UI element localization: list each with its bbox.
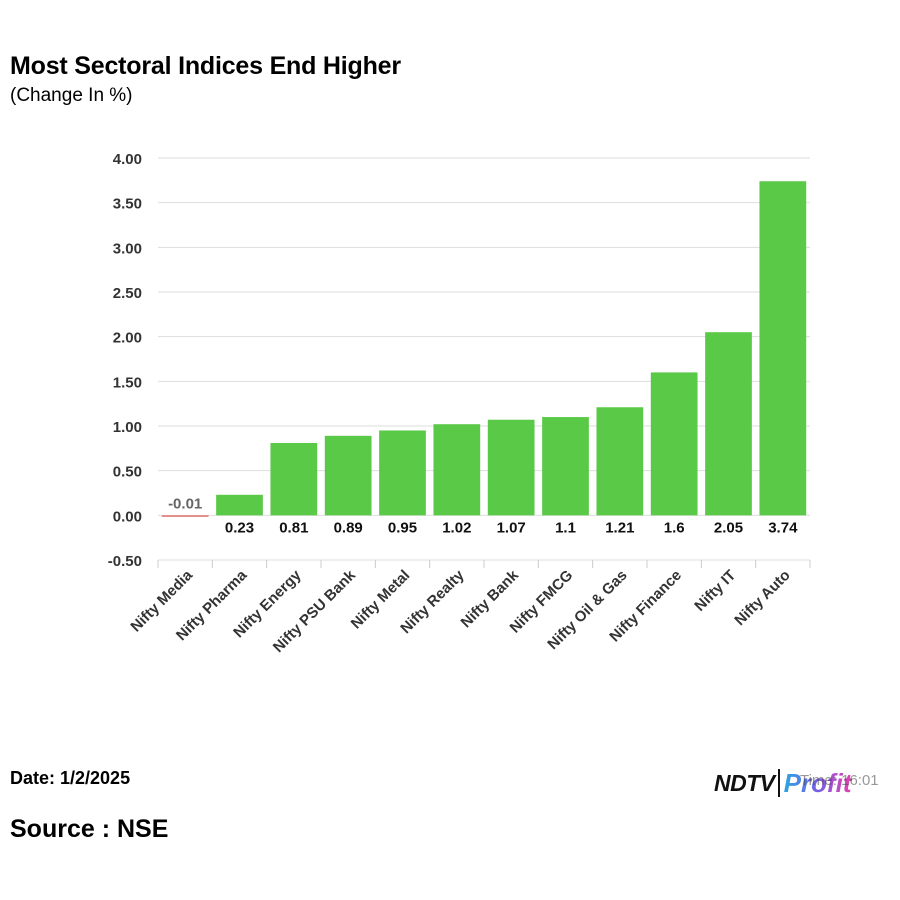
time-label: Time: 16:01 <box>800 772 879 789</box>
logo-profit-text: Profit <box>783 767 852 798</box>
data-label: 1.02 <box>442 519 471 536</box>
bar <box>433 424 481 516</box>
x-tick-label: Nifty IT <box>691 567 739 615</box>
data-label: 0.23 <box>225 519 254 536</box>
x-tick-label: Nifty Auto <box>731 567 793 629</box>
y-tick-label: 2.50 <box>113 285 142 302</box>
bar <box>324 435 372 516</box>
logo-divider <box>777 769 780 797</box>
bar <box>650 372 698 516</box>
y-tick-label: 0.50 <box>113 464 142 481</box>
data-label: 1.07 <box>497 519 526 536</box>
y-tick-label: 1.00 <box>113 419 142 436</box>
bar <box>542 417 589 516</box>
bar <box>487 419 535 516</box>
date-label: Date: 1/2/2025 <box>10 768 131 788</box>
data-label: 0.89 <box>334 519 363 536</box>
bar <box>270 442 318 516</box>
ndtv-profit-logo: NDTV Profit <box>714 766 852 800</box>
data-label: 1.1 <box>555 519 576 536</box>
y-tick-label: 4.00 <box>113 151 142 168</box>
logo-ndtv-text: NDTV <box>714 769 775 796</box>
chart-subtitle: (Change In %) <box>10 85 133 106</box>
y-tick-label: 3.00 <box>113 240 142 257</box>
data-label: 1.6 <box>664 519 685 536</box>
y-tick-label: 3.50 <box>113 196 142 213</box>
bar <box>379 430 426 516</box>
data-label: -0.01 <box>168 495 202 512</box>
y-tick-label: 0.00 <box>113 508 142 525</box>
data-label: 2.05 <box>714 519 743 536</box>
data-label: 3.74 <box>768 519 798 536</box>
data-label: 1.21 <box>605 519 634 536</box>
bar <box>216 494 263 516</box>
source-label: Source : NSE <box>10 815 169 843</box>
y-tick-label: 2.00 <box>113 330 142 347</box>
data-label: 0.95 <box>388 519 417 536</box>
bar-chart: -0.50 0.00 0.50 1.00 1.50 2.00 2.50 3.00 3.50 4.0… <box>108 151 811 656</box>
y-tick-label: 1.50 <box>113 374 142 391</box>
chart-title: Most Sectoral Indices End Higher <box>10 52 401 80</box>
bar <box>161 515 209 517</box>
bar <box>759 181 807 516</box>
data-label: 0.81 <box>279 519 308 536</box>
bar <box>596 407 644 516</box>
y-tick-label: -0.50 <box>108 553 142 570</box>
bar <box>705 332 752 516</box>
